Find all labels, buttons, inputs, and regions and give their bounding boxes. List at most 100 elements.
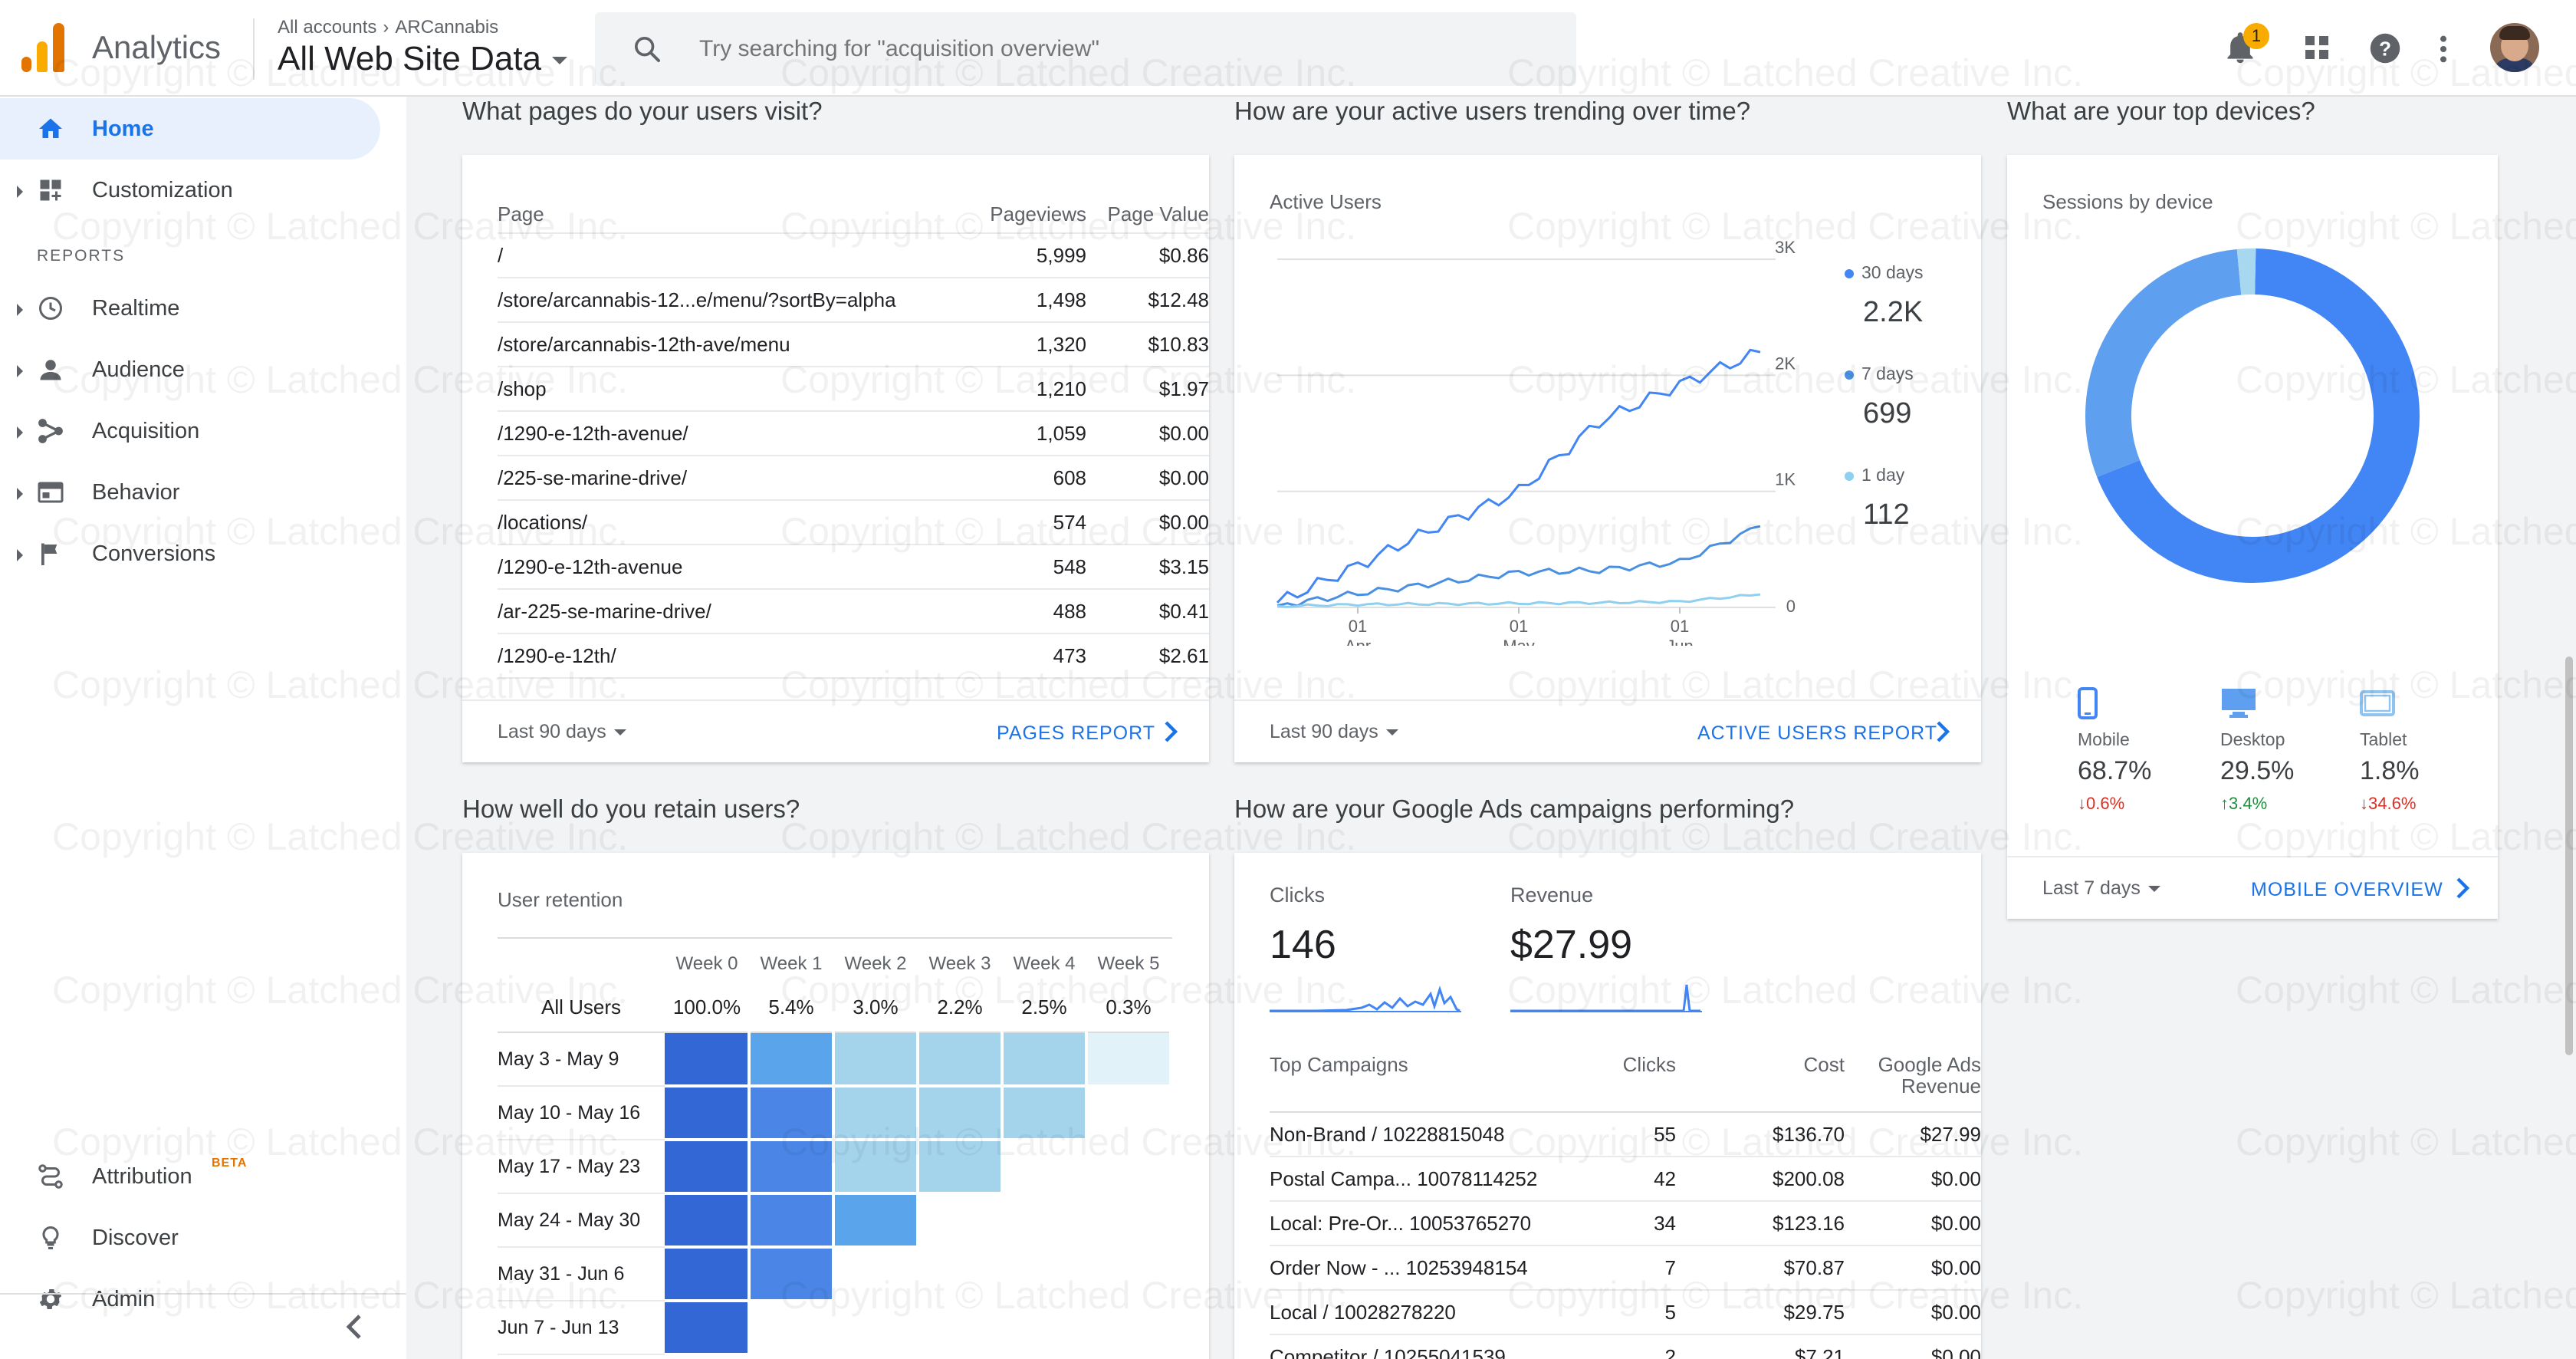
table-row[interactable]: /1290-e-12th-avenue/1,059 $0.00 xyxy=(498,411,1209,456)
page-cell[interactable]: / xyxy=(498,233,956,278)
page-cell[interactable]: /1290-e-12th-avenue xyxy=(498,545,956,590)
retention-heat-cell[interactable] xyxy=(749,1193,835,1249)
mobile-overview-link[interactable]: MOBILE OVERVIEW xyxy=(2251,879,2443,900)
apps-grid-icon[interactable] xyxy=(2303,34,2331,65)
table-row[interactable]: Local: Pre-Or... 10053765270 34 $123.16 $0.… xyxy=(1270,1201,1981,1246)
table-row[interactable]: /1290-e-12th-avenue 548 $3.15 xyxy=(498,545,1209,590)
retention-heat-cell[interactable] xyxy=(665,1247,751,1302)
sidebar-item-customization[interactable]: Customization xyxy=(0,160,380,221)
cohort-row[interactable]: May 10 - May 16 xyxy=(498,1086,1172,1141)
sidebar-item-attribution[interactable]: Attribution BETA xyxy=(0,1146,380,1207)
help-icon[interactable]: ? xyxy=(2369,32,2401,68)
table-row[interactable]: /shop 1,210 $1.97 xyxy=(498,367,1209,412)
cohort-row[interactable]: May 31 - Jun 6 xyxy=(498,1247,1172,1302)
retention-heat-cell[interactable] xyxy=(833,1086,919,1141)
column-header[interactable]: Cost xyxy=(1676,1054,1845,1113)
breadcrumb-account[interactable]: ARCannabis xyxy=(395,17,499,38)
retention-heat-cell[interactable] xyxy=(665,1301,751,1356)
sidebar-item-conversions[interactable]: Conversions xyxy=(0,523,380,584)
donut-slice-tablet[interactable] xyxy=(2236,248,2256,295)
table-row[interactable]: Order Now - ... 10253948154 7 $70.87 $0.00 xyxy=(1270,1245,1981,1291)
retention-heat-cell[interactable] xyxy=(833,1140,919,1195)
date-range-selector[interactable]: Last 90 days xyxy=(498,721,626,743)
retention-heat-cell[interactable] xyxy=(918,1140,1004,1195)
date-range-selector[interactable]: Last 90 days xyxy=(1270,721,1398,743)
retention-heat-cell[interactable] xyxy=(833,1032,919,1088)
page-cell[interactable]: /store/arcannabis-12...e/menu/?sortBy=al… xyxy=(498,278,956,323)
retention-heat-cell[interactable] xyxy=(918,1032,1004,1088)
campaign-cell[interactable]: Local / 10028278220 xyxy=(1270,1290,1584,1335)
retention-heat-cell[interactable] xyxy=(833,1193,919,1249)
breadcrumb-root[interactable]: All accounts xyxy=(278,17,377,38)
retention-heat-cell[interactable] xyxy=(665,1140,751,1195)
more-vert-icon[interactable] xyxy=(2438,34,2449,68)
analytics-logo[interactable] xyxy=(21,23,64,72)
campaign-cell[interactable]: Postal Campa... 10078114252 xyxy=(1270,1157,1584,1202)
retention-heat-cell[interactable] xyxy=(665,1032,751,1088)
chevron-right-icon[interactable] xyxy=(2455,876,2470,904)
pages-report-link[interactable]: PAGES REPORT xyxy=(997,722,1155,744)
page-cell[interactable]: /store/arcannabis-12th-ave/menu xyxy=(498,322,956,367)
table-row[interactable]: /ar-225-se-marine-drive/488 $0.41 xyxy=(498,589,1209,634)
page-cell[interactable]: /shop xyxy=(498,367,956,412)
donut-slice-desktop[interactable] xyxy=(2085,248,2242,477)
cohort-row[interactable]: May 24 - May 30 xyxy=(498,1193,1172,1249)
user-avatar[interactable] xyxy=(2490,23,2539,72)
chevron-right-icon[interactable] xyxy=(1163,719,1178,748)
campaign-cell[interactable]: Local: Pre-Or... 10053765270 xyxy=(1270,1201,1584,1246)
retention-heat-cell[interactable] xyxy=(749,1247,835,1302)
column-header[interactable]: Pageviews xyxy=(956,186,1086,234)
table-row[interactable]: /225-se-marine-drive/608 $0.00 xyxy=(498,456,1209,501)
campaign-cell[interactable]: Order Now - ... 10253948154 xyxy=(1270,1245,1584,1291)
table-row[interactable]: /locations/574 $0.00 xyxy=(498,500,1209,545)
page-cell[interactable]: /1290-e-12th-avenue/ xyxy=(498,411,956,456)
page-scrollbar[interactable] xyxy=(2565,656,2573,1055)
sidebar-item-behavior[interactable]: Behavior xyxy=(0,462,380,523)
chevron-left-icon[interactable] xyxy=(342,1313,365,1344)
column-header[interactable]: Google Ads Revenue xyxy=(1845,1054,1981,1113)
retention-heat-cell[interactable] xyxy=(665,1193,751,1249)
table-row[interactable]: Competitor / 10255041539 2 $7.21 $0.00 xyxy=(1270,1334,1981,1359)
retention-heat-cell[interactable] xyxy=(1086,1032,1172,1088)
chevron-right-icon[interactable] xyxy=(1935,719,1950,748)
search-input[interactable] xyxy=(699,28,1543,71)
table-row[interactable]: /store/arcannabis-12th-ave/menu 1,320 $10.… xyxy=(498,322,1209,367)
retention-heat-cell[interactable] xyxy=(1002,1086,1088,1141)
column-header[interactable]: Top Campaigns xyxy=(1270,1054,1584,1113)
page-cell[interactable]: /1290-e-12th/ xyxy=(498,633,956,679)
sidebar-item-realtime[interactable]: Realtime xyxy=(0,278,380,339)
column-header[interactable]: Clicks xyxy=(1584,1054,1676,1113)
retention-heat-cell[interactable] xyxy=(749,1086,835,1141)
retention-heat-cell[interactable] xyxy=(918,1086,1004,1141)
campaign-cell[interactable]: Non-Brand / 10228815048 xyxy=(1270,1112,1584,1157)
retention-heat-cell[interactable] xyxy=(665,1086,751,1141)
donut-slice-mobile[interactable] xyxy=(2097,248,2420,583)
table-row[interactable]: Postal Campa... 10078114252 42 $200.08 $0.0… xyxy=(1270,1157,1981,1202)
table-row[interactable]: /store/arcannabis-12...e/menu/?sortBy=al… xyxy=(498,278,1209,323)
sidebar-item-acquisition[interactable]: Acquisition xyxy=(0,400,380,462)
view-selector[interactable]: All Web Site Data xyxy=(278,40,568,78)
page-cell[interactable]: /225-se-marine-drive/ xyxy=(498,456,956,501)
campaign-cell[interactable]: Competitor / 10255041539 xyxy=(1270,1334,1584,1359)
cohort-row[interactable]: Jun 7 - Jun 13 xyxy=(498,1301,1172,1356)
table-row[interactable]: Non-Brand / 10228815048 55 $136.70 $27.99 xyxy=(1270,1112,1981,1157)
sidebar-item-audience[interactable]: Audience xyxy=(0,339,380,400)
search-bar[interactable] xyxy=(595,12,1576,86)
cohort-row[interactable]: May 17 - May 23 xyxy=(498,1140,1172,1195)
breadcrumb[interactable]: All accounts › ARCannabis xyxy=(278,17,498,38)
date-range-selector[interactable]: Last 7 days xyxy=(2042,877,2160,900)
table-row[interactable]: /1290-e-12th/473 $2.61 xyxy=(498,633,1209,679)
table-row[interactable]: /5,999 $0.86 xyxy=(498,233,1209,278)
page-cell[interactable]: /locations/ xyxy=(498,500,956,545)
active-users-report-link[interactable]: ACTIVE USERS REPORT xyxy=(1697,722,1938,744)
page-cell[interactable]: /ar-225-se-marine-drive/ xyxy=(498,589,956,634)
column-header[interactable]: Page Value xyxy=(1086,186,1209,234)
sidebar-item-home[interactable]: Home xyxy=(0,98,380,160)
cohort-row[interactable]: May 3 - May 9 xyxy=(498,1032,1172,1088)
sidebar-collapse-bar[interactable] xyxy=(0,1293,406,1359)
retention-heat-cell[interactable] xyxy=(1002,1032,1088,1088)
retention-heat-cell[interactable] xyxy=(749,1032,835,1088)
sidebar-item-discover[interactable]: Discover xyxy=(0,1207,380,1269)
table-row[interactable]: Local / 10028278220 5 $29.75 $0.00 xyxy=(1270,1290,1981,1335)
retention-heat-cell[interactable] xyxy=(749,1140,835,1195)
